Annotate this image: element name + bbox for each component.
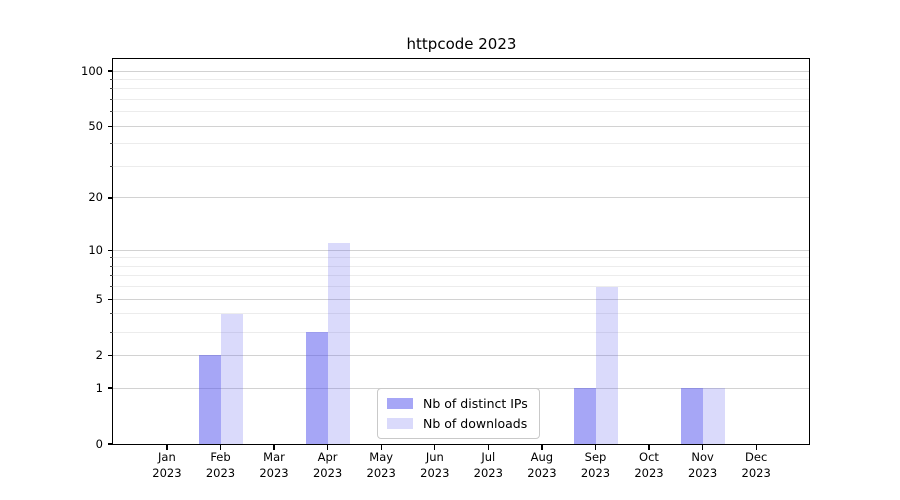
y-tick-100 (108, 70, 113, 72)
y-tick-5 (108, 298, 113, 300)
x-tick-jun (434, 445, 436, 450)
x-tick-label-jul: Jul 2023 (473, 450, 503, 480)
gridline-major-10 (113, 249, 810, 251)
bar-distinct-ips-apr (305, 332, 328, 444)
gridline-minor (113, 286, 810, 288)
gridline-minor (113, 88, 810, 90)
bar-downloads-feb (220, 313, 243, 444)
gridline-major-5 (113, 298, 810, 300)
y-tick-label-5: 5 (95, 291, 103, 306)
gridline-minor (113, 275, 810, 277)
gridline-major-20 (113, 197, 810, 199)
legend-item-downloads: Nb of downloads (387, 416, 528, 431)
y-tick-0 (108, 443, 113, 445)
x-tick-label-jun: Jun 2023 (420, 450, 450, 480)
gridline-minor (113, 99, 810, 100)
legend-swatch-distinct-ips (387, 398, 413, 409)
bar-distinct-ips-feb (198, 355, 221, 444)
y-minor-tick (110, 286, 113, 288)
x-tick-label-jan: Jan 2023 (152, 450, 182, 480)
y-tick-label-0: 0 (95, 436, 103, 451)
y-tick-2 (108, 354, 113, 356)
y-tick-label-20: 20 (88, 190, 103, 205)
legend: Nb of distinct IPs Nb of downloads (377, 388, 540, 439)
x-tick-label-dec: Dec 2023 (741, 450, 771, 480)
gridline-minor (113, 143, 810, 145)
y-minor-tick (110, 331, 113, 333)
y-tick-label-10: 10 (88, 242, 103, 257)
x-tick-jul (487, 445, 489, 450)
legend-label-distinct-ips: Nb of distinct IPs (423, 396, 528, 411)
y-minor-tick (110, 99, 113, 100)
x-tick-label-aug: Aug 2023 (527, 450, 557, 480)
chart-title: httpcode 2023 (406, 35, 517, 53)
gridline-minor (113, 111, 810, 113)
gridline-minor (113, 166, 810, 167)
x-tick-label-feb: Feb 2023 (205, 450, 236, 480)
x-tick-label-sep: Sep 2023 (580, 450, 611, 480)
y-tick-50 (108, 125, 113, 127)
x-tick-label-oct: Oct 2023 (634, 450, 664, 480)
legend-swatch-downloads (387, 418, 413, 429)
y-tick-label-2: 2 (95, 347, 103, 362)
gridline-major-50 (113, 125, 810, 127)
x-tick-feb (219, 445, 222, 450)
bar-downloads-apr (327, 243, 350, 444)
x-tick-sep (594, 445, 597, 450)
y-tick-1 (108, 387, 113, 389)
x-tick-oct (648, 445, 650, 450)
y-minor-tick (110, 257, 113, 259)
gridline-minor (113, 257, 810, 259)
x-tick-apr (326, 445, 329, 450)
y-minor-tick (110, 313, 113, 315)
legend-item-distinct-ips: Nb of distinct IPs (387, 396, 528, 411)
legend-label-downloads: Nb of downloads (423, 416, 528, 431)
gridline-major-2 (113, 354, 810, 356)
x-tick-label-nov: Nov 2023 (687, 450, 718, 480)
bar-distinct-ips-nov (680, 388, 703, 444)
x-tick-label-mar: Mar 2023 (259, 450, 289, 480)
bar-downloads-nov (702, 388, 725, 444)
gridline-minor (113, 331, 810, 333)
gridline-minor (113, 313, 810, 315)
y-tick-label-100: 100 (81, 63, 103, 78)
gridline-minor (113, 265, 810, 267)
gridline-minor (113, 78, 810, 80)
y-tick-20 (108, 197, 113, 199)
x-tick-may (380, 445, 382, 450)
y-minor-tick (110, 78, 113, 80)
y-minor-tick (110, 143, 113, 145)
bar-downloads-sep (595, 286, 618, 444)
x-tick-jan (166, 445, 168, 450)
bar-distinct-ips-sep (573, 388, 596, 444)
y-minor-tick (110, 88, 113, 90)
x-tick-mar (273, 445, 275, 450)
y-tick-label-1: 1 (95, 380, 103, 395)
x-tick-label-apr: Apr 2023 (312, 450, 343, 480)
x-tick-aug (541, 445, 543, 450)
y-tick-label-50: 50 (88, 118, 103, 133)
y-minor-tick (110, 275, 113, 277)
x-tick-nov (701, 445, 704, 450)
y-tick-10 (108, 249, 113, 251)
y-minor-tick (110, 111, 113, 113)
gridline-major-100 (113, 70, 810, 72)
y-minor-tick (110, 265, 113, 267)
x-tick-label-may: May 2023 (366, 450, 396, 480)
y-minor-tick (110, 166, 113, 167)
x-tick-dec (755, 445, 757, 450)
